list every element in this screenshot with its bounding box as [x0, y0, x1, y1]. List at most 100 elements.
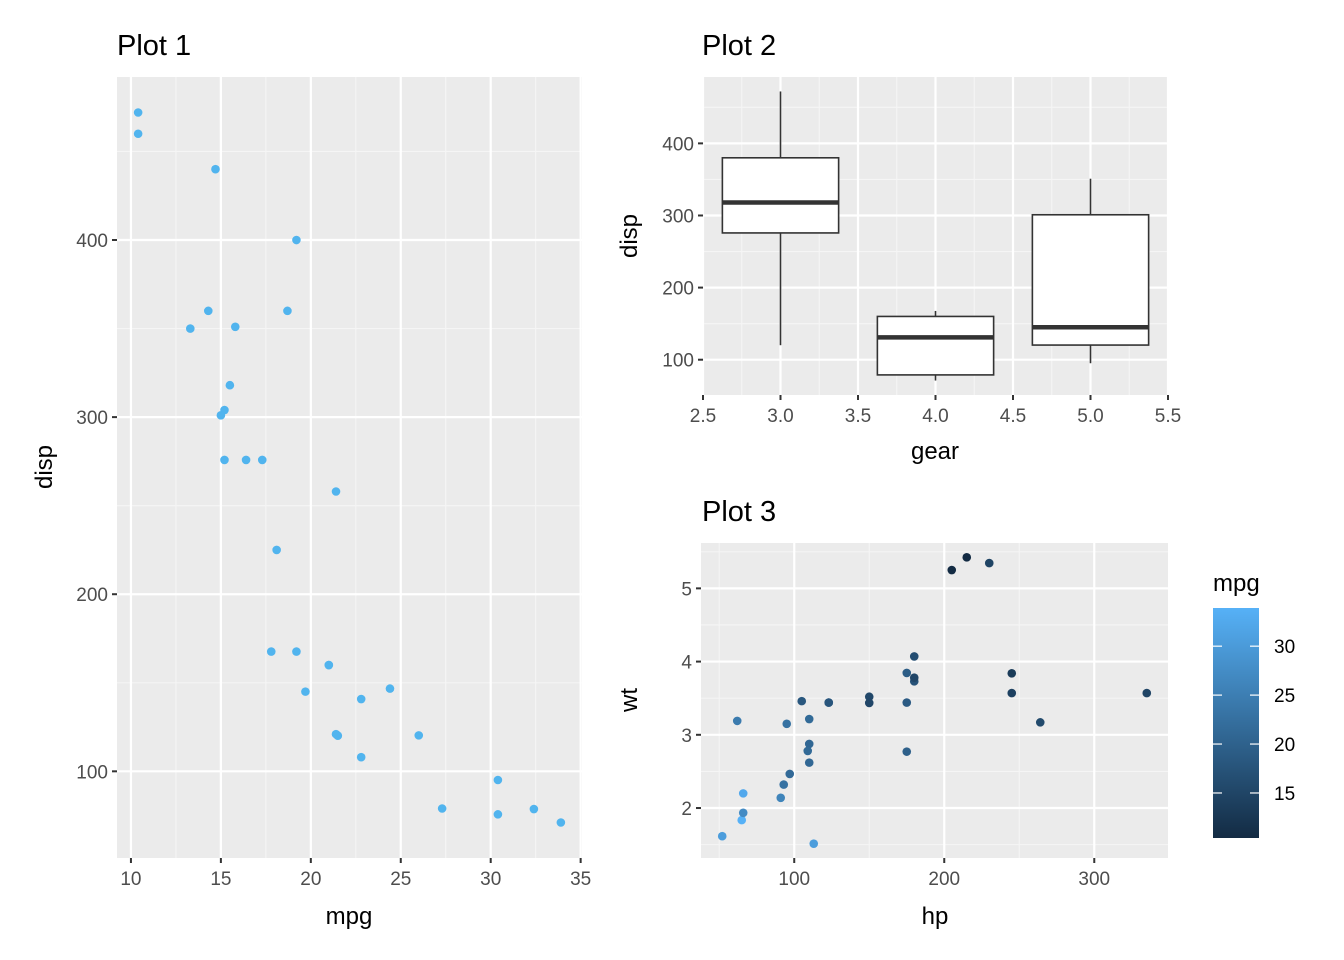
boxplot-gear-3: [721, 91, 840, 346]
legend-label: 15: [1274, 784, 1295, 805]
x-tick-label: 30: [480, 869, 501, 890]
plot3-panel: 100 200 300 2 3 4 5: [681, 543, 1168, 890]
data-point: [1007, 668, 1017, 678]
data-point: [909, 673, 919, 682]
plot2-title: Plot 2: [702, 30, 776, 62]
data-point: [216, 411, 226, 420]
plot1-xlabel: mpg: [326, 903, 373, 930]
data-point: [331, 487, 341, 496]
plot1-panel: 10 15 20 25 30 35 100 200 300 400: [76, 77, 591, 890]
data-point: [776, 793, 786, 803]
x-tick-label: 4.5: [1000, 406, 1026, 427]
legend-colorbar: 15 20 25 30: [1213, 608, 1295, 838]
plot2-ylabel: disp: [616, 214, 643, 258]
plot3-xlabel: hp: [922, 903, 949, 930]
data-point: [902, 698, 912, 707]
colorbar-gradient: [1213, 608, 1259, 838]
y-tick-label: 200: [76, 585, 108, 606]
box-iqr: [876, 315, 995, 376]
plot2-panel: 2.5 3.0 3.5 4.0 4.5 5.0 5.5 100 200 300 400: [662, 77, 1181, 427]
data-point: [225, 380, 235, 390]
data-point: [1007, 688, 1017, 698]
data-point: [230, 322, 240, 332]
x-tick-label: 4.0: [922, 406, 948, 427]
data-point: [220, 455, 229, 465]
data-point: [301, 687, 310, 696]
y-tick-label: 300: [76, 408, 108, 429]
data-point: [493, 775, 503, 785]
data-point: [241, 455, 251, 465]
data-point: [437, 804, 447, 813]
x-tick-label: 100: [778, 869, 810, 890]
data-point: [779, 780, 789, 789]
data-point: [737, 815, 747, 825]
legend-label: 30: [1274, 637, 1295, 658]
plot3-ylabel: wt: [616, 688, 643, 713]
y-tick-label: 2: [681, 799, 692, 820]
x-tick-label: 35: [570, 869, 591, 890]
data-point: [493, 810, 503, 819]
legend-label: 20: [1274, 735, 1295, 756]
data-point: [283, 306, 292, 316]
plot1-ylabel: disp: [31, 445, 58, 489]
x-tick-label: 2.5: [690, 406, 716, 427]
data-point: [785, 769, 795, 779]
legend-title: mpg: [1213, 570, 1260, 597]
data-point: [414, 731, 424, 740]
data-point: [732, 716, 742, 726]
data-point: [272, 545, 281, 555]
data-point: [331, 729, 341, 739]
data-point: [133, 108, 143, 117]
data-point: [292, 647, 301, 656]
plot3-title: Plot 3: [702, 496, 776, 528]
x-tick-label: 15: [210, 869, 231, 890]
data-point: [809, 839, 819, 848]
y-tick-label: 100: [76, 762, 108, 783]
data-point: [556, 818, 566, 827]
data-point: [266, 647, 276, 656]
data-point: [902, 747, 912, 756]
data-point: [1142, 688, 1152, 698]
x-tick-label: 300: [1078, 869, 1110, 890]
panel-background: [701, 543, 1168, 858]
data-point: [257, 455, 267, 465]
data-point: [385, 684, 395, 693]
data-point: [824, 698, 834, 707]
data-point: [782, 719, 792, 729]
data-point: [203, 306, 213, 316]
y-tick-label: 400: [662, 134, 694, 155]
plot1-title: Plot 1: [117, 30, 191, 62]
x-tick-label: 10: [120, 869, 141, 890]
data-point: [717, 831, 727, 841]
y-tick-label: 300: [662, 206, 694, 227]
data-point: [133, 129, 143, 139]
data-point: [984, 558, 994, 568]
boxplot-gear-4: [876, 310, 995, 381]
boxplot-gear-5: [1031, 178, 1150, 364]
panel-background: [117, 77, 582, 858]
box-iqr: [721, 156, 840, 234]
y-tick-label: 100: [662, 351, 694, 372]
legend-label: 25: [1274, 686, 1295, 707]
data-point: [803, 746, 813, 756]
x-tick-label: 5.0: [1077, 406, 1103, 427]
data-point: [186, 324, 195, 333]
plot2-xlabel: gear: [911, 438, 959, 465]
data-point: [529, 804, 539, 814]
data-point: [324, 660, 334, 670]
data-point: [738, 808, 748, 818]
data-point: [804, 739, 814, 749]
data-point: [864, 692, 874, 702]
data-point: [947, 565, 957, 575]
x-tick-label: 20: [300, 869, 321, 890]
data-point: [211, 164, 220, 174]
data-point: [902, 668, 912, 678]
x-tick-label: 25: [390, 869, 411, 890]
data-point: [804, 758, 814, 767]
y-tick-label: 3: [681, 726, 692, 747]
data-point: [962, 553, 972, 562]
data-point: [804, 714, 814, 724]
data-point: [356, 694, 366, 704]
